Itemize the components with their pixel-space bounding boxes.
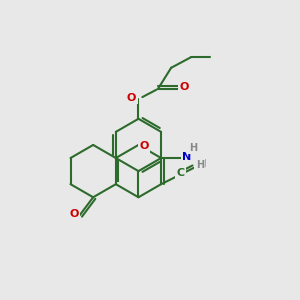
Text: C: C [177,168,185,178]
Text: H: H [196,160,204,170]
Text: N: N [197,159,206,169]
Text: N: N [182,152,191,162]
Text: H: H [189,142,197,153]
Text: O: O [180,82,189,92]
Text: O: O [70,208,79,219]
Text: O: O [127,93,136,103]
Text: O: O [139,141,148,152]
